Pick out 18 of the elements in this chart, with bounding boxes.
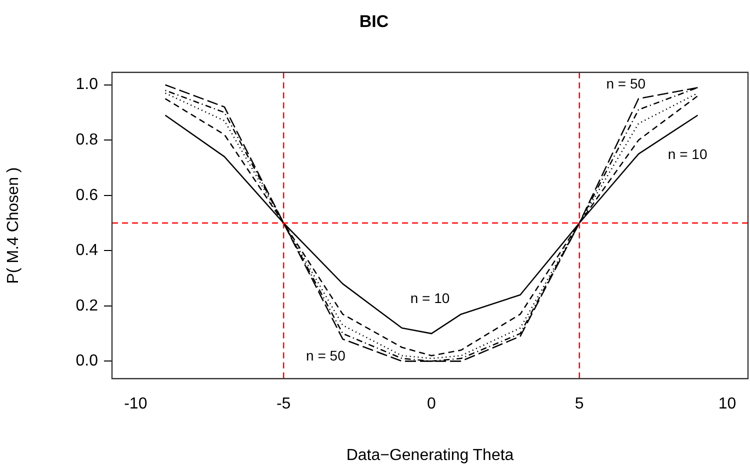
x-axis-title: Data−Generating Theta bbox=[346, 446, 514, 464]
annotation: n = 50 bbox=[606, 76, 646, 92]
annotation: n = 10 bbox=[410, 290, 450, 306]
x-tick-label: -5 bbox=[276, 396, 291, 413]
y-tick-label: 0.0 bbox=[76, 352, 98, 370]
y-tick-label: 0.6 bbox=[76, 186, 98, 204]
x-tick-label: 5 bbox=[574, 396, 584, 413]
y-tick-label: 0.4 bbox=[76, 242, 98, 260]
y-tick-label: 0.2 bbox=[76, 297, 98, 314]
chart-title: BIC bbox=[359, 12, 389, 31]
x-tick-label: 10 bbox=[718, 396, 736, 413]
x-tick-label: -10 bbox=[124, 396, 148, 413]
y-tick-label: 0.8 bbox=[76, 132, 98, 149]
y-tick-label: 1.0 bbox=[76, 76, 98, 94]
x-tick-label: 0 bbox=[427, 396, 436, 413]
annotation: n = 10 bbox=[668, 146, 708, 162]
y-axis-title: P( M.4 Chosen ) bbox=[5, 167, 22, 284]
annotation: n = 50 bbox=[306, 347, 346, 364]
